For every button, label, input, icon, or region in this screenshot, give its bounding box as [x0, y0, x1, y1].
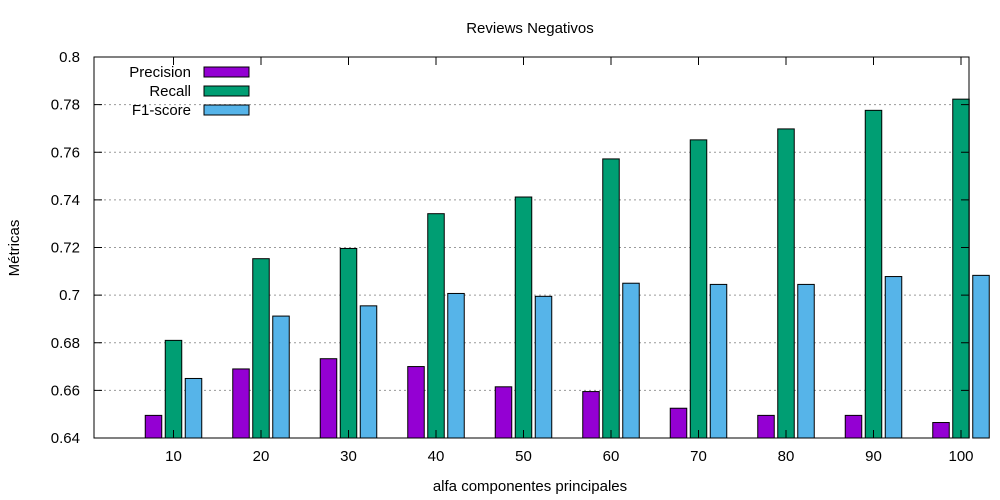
y-tick-label: 0.76: [51, 144, 80, 161]
bar-f1-score: [534, 295, 553, 439]
bar-precision: [232, 368, 250, 439]
y-tick-label: 0.64: [51, 430, 80, 447]
y-tick-label: 0.8: [59, 49, 80, 66]
y-axis-ticks: 0.64 0.66 0.68 0.7 0.72 0.74 0.76 0.78 0.8: [51, 49, 969, 447]
bar-precision: [757, 414, 775, 439]
bar-precision: [407, 366, 425, 439]
bar-f1-score: [359, 305, 378, 439]
y-tick-label: 0.66: [51, 382, 80, 399]
bar-recall: [864, 109, 883, 439]
bar-precision: [494, 386, 513, 439]
bar-recall: [777, 128, 795, 439]
x-axis-ticks: 10 20 30 40 50 60 70 80 90 100: [165, 57, 974, 465]
x-tick-label: 30: [340, 448, 357, 465]
bar-precision: [844, 414, 863, 439]
bar-precision: [582, 391, 600, 439]
x-tick-label: 50: [515, 448, 532, 465]
bar-recall: [339, 247, 358, 439]
bar-f1-score: [884, 276, 903, 439]
bar-f1-score: [797, 283, 815, 439]
x-tick-label: 80: [778, 448, 795, 465]
x-tick-label: 10: [165, 448, 182, 465]
bar-f1-score: [184, 377, 203, 439]
plot-frame: [93, 56, 970, 439]
bar-recall: [252, 258, 270, 439]
y-tick-label: 0.78: [51, 97, 80, 114]
chart-title: Reviews Negativos: [466, 20, 594, 37]
bar-f1-score: [622, 282, 640, 439]
legend-swatch: [203, 85, 250, 97]
x-tick-label: 20: [253, 448, 270, 465]
x-tick-label: 60: [603, 448, 620, 465]
y-tick-label: 0.72: [51, 240, 80, 257]
bar-recall: [427, 213, 445, 439]
y-tick-label: 0.68: [51, 335, 80, 352]
legend-swatch: [203, 104, 250, 116]
x-axis-label: alfa componentes principales: [433, 478, 627, 495]
bar-recall: [164, 339, 183, 439]
bar-recall: [514, 196, 533, 439]
legend-label: Recall: [149, 83, 191, 100]
bar-f1-score: [272, 315, 290, 439]
y-tick-label: 0.7: [59, 287, 80, 304]
y-tick-label: 0.74: [51, 192, 80, 209]
bar-precision: [669, 407, 688, 439]
x-tick-label: 100: [948, 448, 973, 465]
bar-precision: [144, 414, 163, 439]
bar-recall: [689, 139, 708, 439]
bar-recall: [952, 98, 970, 439]
x-tick-label: 40: [428, 448, 445, 465]
legend-label: F1-score: [132, 102, 191, 119]
legend-swatch: [203, 66, 250, 78]
legend-label: Precision: [129, 64, 191, 81]
legend: Precision Recall F1-score: [129, 64, 250, 119]
x-tick-label: 70: [690, 448, 707, 465]
bar-recall: [602, 158, 620, 439]
y-axis-label: Métricas: [6, 220, 23, 277]
bar-precision: [319, 358, 338, 439]
bars: [144, 98, 990, 439]
bar-precision: [932, 422, 950, 439]
bar-f1-score: [447, 292, 465, 439]
bar-f1-score: [709, 283, 728, 439]
x-tick-label: 90: [865, 448, 882, 465]
bar-f1-score: [972, 274, 990, 439]
